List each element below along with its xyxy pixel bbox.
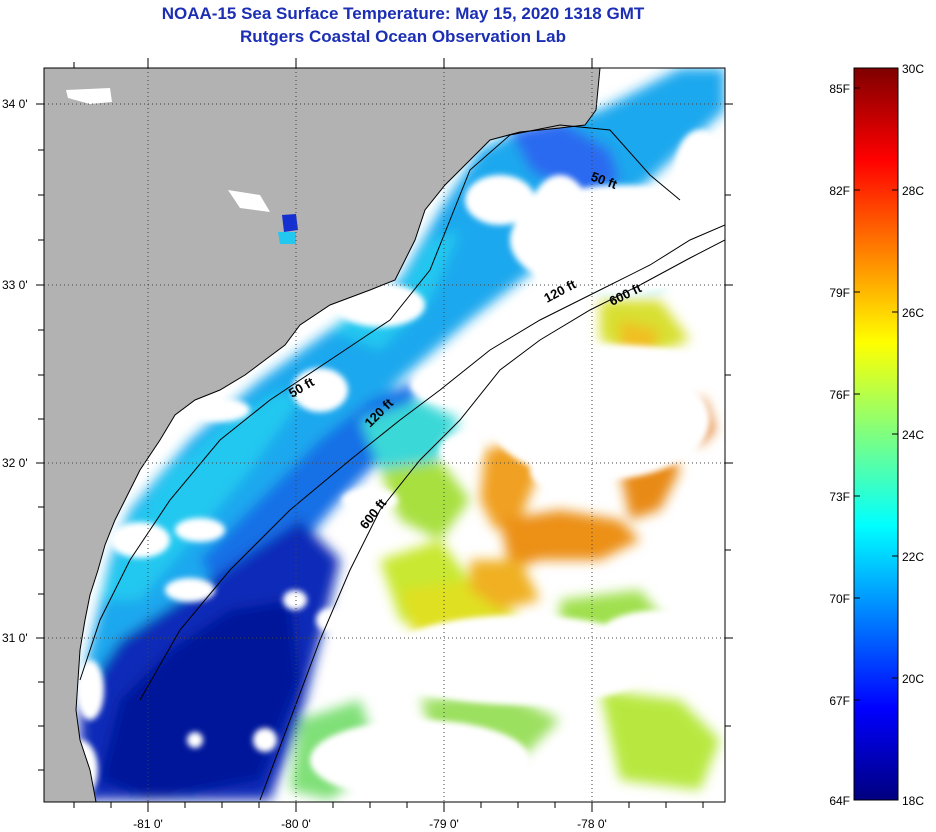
lon-label-80: -80 0' bbox=[281, 817, 311, 831]
lat-label-31: 31 0' bbox=[2, 631, 28, 645]
cloud-mask bbox=[62, 130, 725, 800]
tick-marks bbox=[36, 58, 733, 812]
lon-label-81: -81 0' bbox=[133, 817, 163, 831]
contour-50ft bbox=[79, 124, 681, 681]
lat-label-32: 32 0' bbox=[2, 456, 28, 470]
land-mass bbox=[44, 68, 600, 802]
coastline bbox=[75, 68, 601, 802]
lat-label-33: 33 0' bbox=[2, 278, 28, 292]
chart-title: NOAA-15 Sea Surface Temperature: May 15,… bbox=[161, 4, 645, 23]
lon-label-79: -79 0' bbox=[429, 817, 459, 831]
lon-label-78: -78 0' bbox=[577, 817, 607, 831]
map-frame bbox=[43, 67, 726, 803]
grid-lines bbox=[44, 68, 725, 802]
contour-120ft bbox=[139, 224, 725, 701]
chart-subtitle: Rutgers Coastal Ocean Observation Lab bbox=[240, 27, 566, 46]
lat-label-34: 34 0' bbox=[2, 97, 28, 111]
